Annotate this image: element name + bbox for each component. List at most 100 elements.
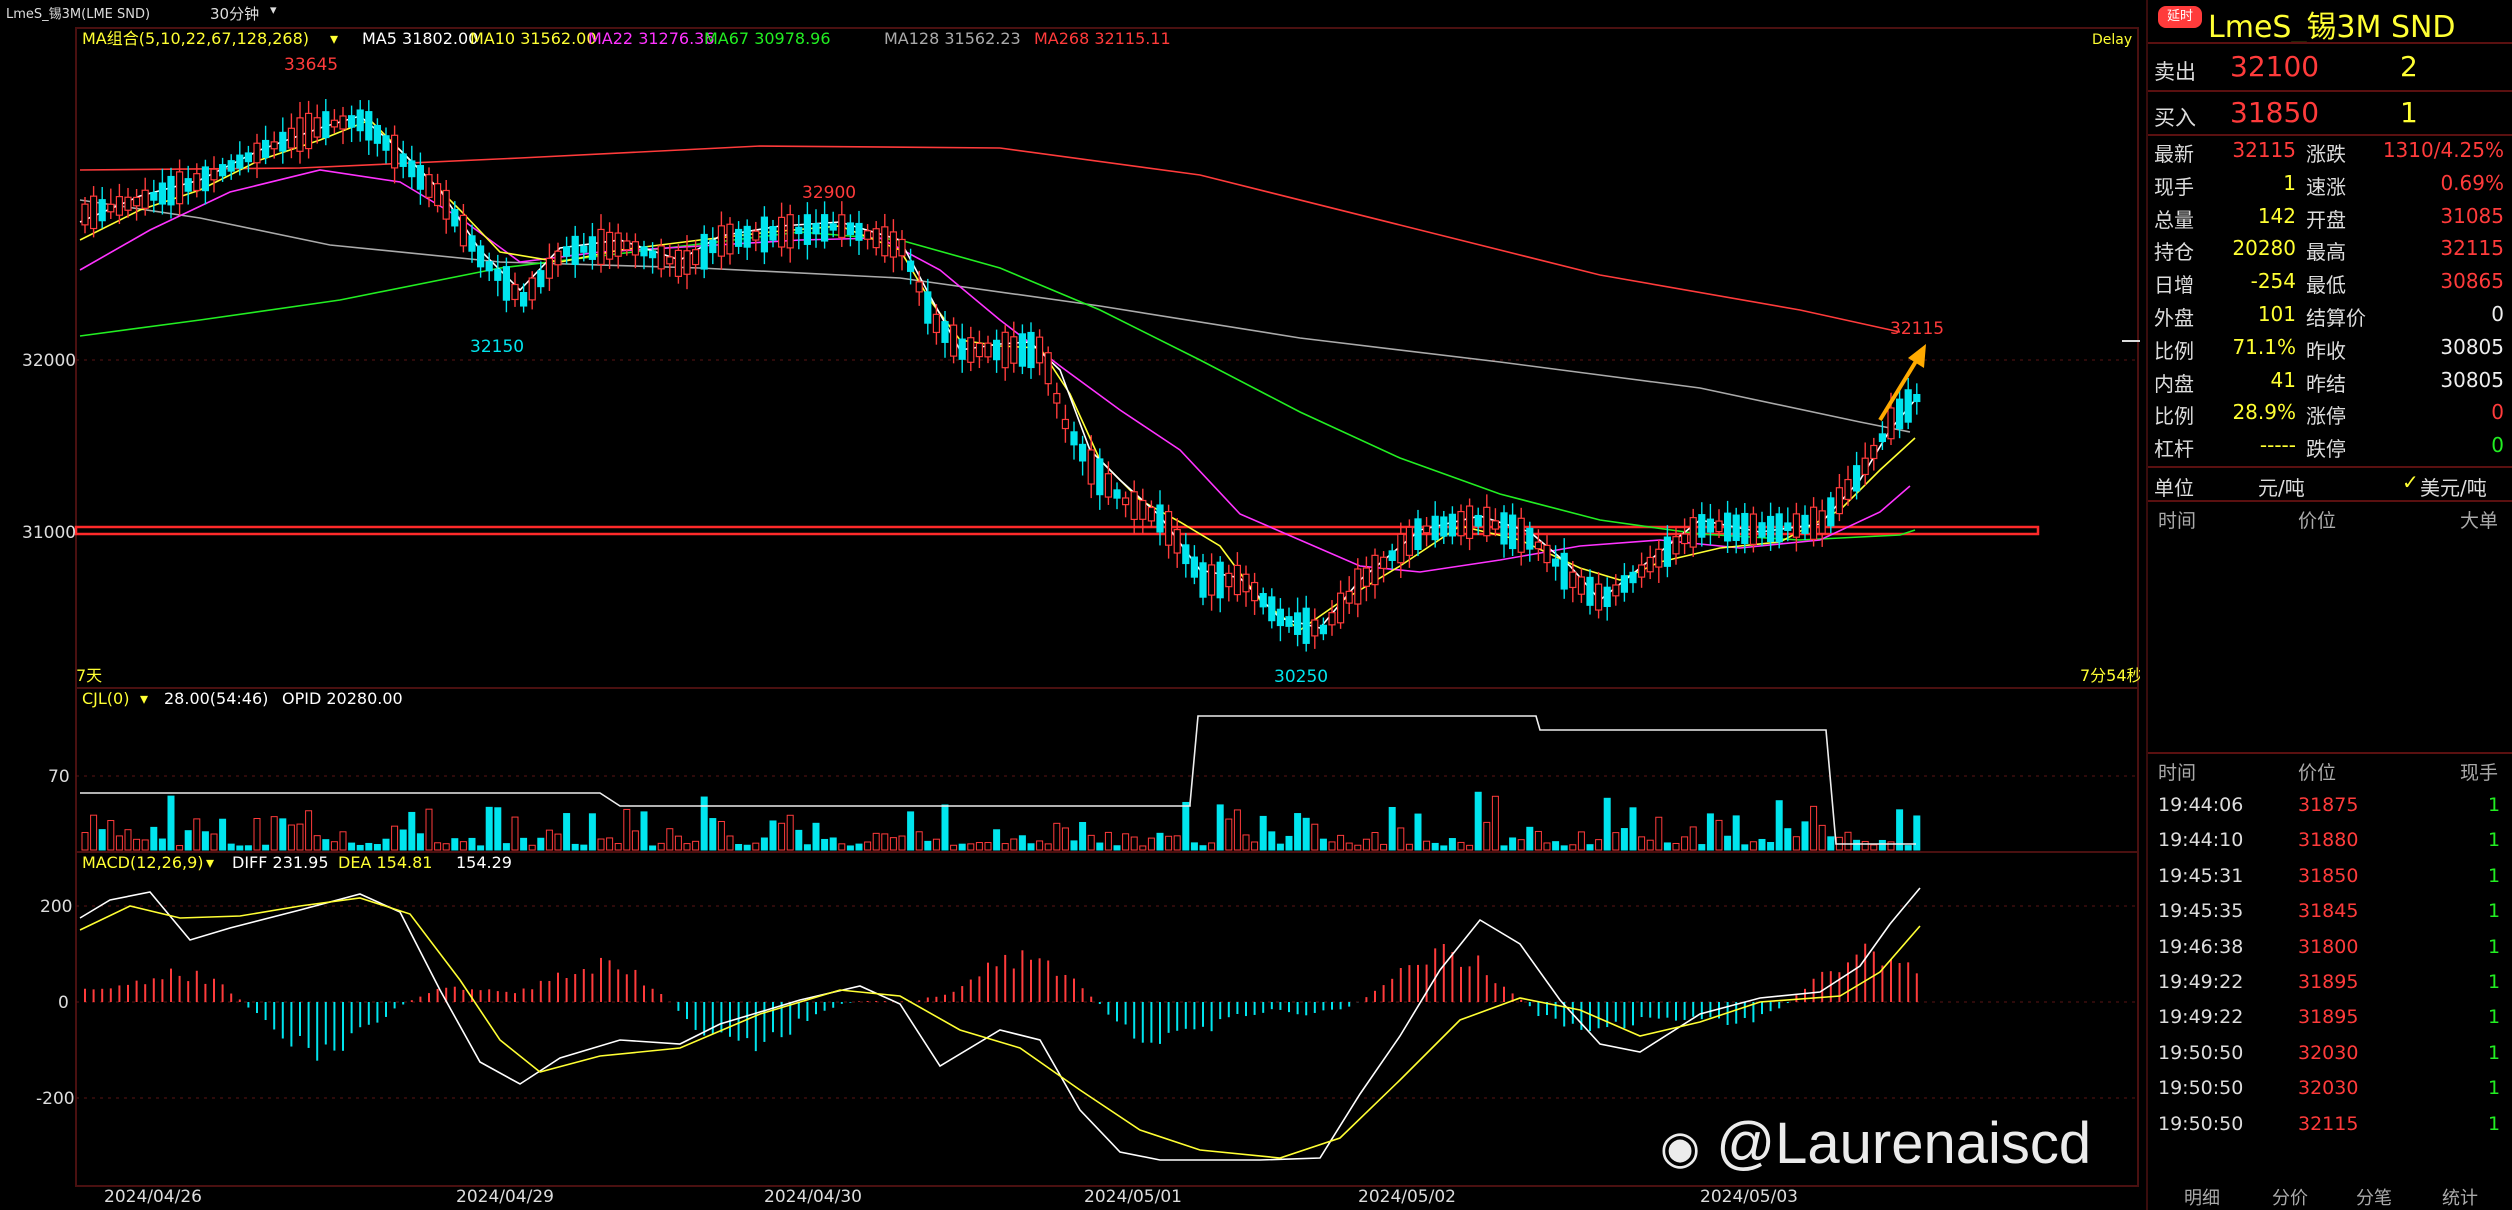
stat-label: 比例 — [2154, 338, 2194, 363]
volume-bar — [1853, 839, 1861, 851]
tick-row[interactable]: 19:50:50 32030 1 — [2148, 1036, 2512, 1071]
ma10-label: MA10 31562.00 — [470, 29, 597, 48]
tick-row[interactable]: 19:49:22 31895 1 — [2148, 965, 2512, 1000]
volume-bar — [1500, 845, 1508, 851]
volume-bar — [382, 838, 390, 851]
tab-price-distribution[interactable]: 分价 — [2272, 1188, 2308, 1209]
candle-body — [502, 266, 510, 301]
volume-bar — [279, 818, 287, 851]
candle-body — [1672, 536, 1680, 555]
volume-bar — [545, 829, 553, 851]
candle-body — [1715, 520, 1723, 533]
candle-body — [967, 337, 975, 363]
volume-bar — [287, 824, 295, 851]
candle-body — [1801, 514, 1809, 534]
candle-body — [1276, 608, 1285, 627]
tick-row[interactable]: 19:44:10 31880 1 — [2148, 823, 2512, 858]
macd-legend-name: MACD(12,26,9) — [82, 853, 204, 872]
volume-bar — [176, 845, 184, 851]
tab-detail[interactable]: 明细 — [2184, 1188, 2220, 1209]
stat-label: 速涨 — [2306, 174, 2346, 199]
volume-bar — [98, 829, 106, 851]
tick-header-price: 价位 — [2298, 762, 2337, 784]
trend-arrow-head — [1908, 344, 1926, 368]
tick-row[interactable]: 19:50:50 32030 1 — [2148, 1071, 2512, 1106]
candle-body — [795, 226, 803, 235]
candle-body — [597, 228, 605, 266]
candle-body — [279, 131, 287, 152]
tick-row[interactable]: 19:45:35 31845 1 — [2148, 894, 2512, 929]
volume-settings-icon[interactable]: ▾ — [140, 689, 148, 708]
ask-price[interactable]: 32100 — [2230, 50, 2320, 83]
candle-body — [734, 228, 743, 247]
candle-body — [1345, 590, 1353, 604]
candle-body — [365, 111, 373, 141]
stat-label: 开盘 — [2306, 207, 2346, 232]
tick-row[interactable]: 19:44:06 31875 1 — [2148, 788, 2512, 823]
stat-value: 31085 — [2440, 203, 2504, 228]
candle-body — [580, 245, 588, 253]
top-header-big: 大单 — [2460, 510, 2499, 532]
bid-price[interactable]: 31850 — [2230, 96, 2320, 129]
candle-body — [1018, 333, 1027, 367]
macd-panel-frame — [75, 851, 2139, 1187]
volume-bar — [1543, 842, 1551, 851]
volume-bar — [1053, 822, 1061, 851]
tab-trades[interactable]: 分笔 — [2356, 1188, 2392, 1209]
unit-option[interactable]: 美元/吨 — [2420, 476, 2487, 500]
candle-body — [1749, 513, 1758, 545]
candle-body — [657, 245, 665, 270]
candle-body — [554, 250, 562, 266]
ma268-line — [79, 145, 1901, 333]
candle-body — [330, 119, 338, 128]
candle-body — [1405, 526, 1414, 556]
volume-bar — [1139, 845, 1147, 851]
tick-row[interactable]: 19:50:50 32115 1 — [2148, 1107, 2512, 1142]
volume-bar — [244, 845, 252, 851]
candle-body — [519, 291, 528, 307]
volume-bar — [313, 835, 321, 851]
period-dropdown-icon[interactable]: ▾ — [270, 3, 277, 18]
tick-price: 32115 — [2298, 1112, 2359, 1135]
volume-bar — [606, 837, 614, 851]
unit-value[interactable]: 元/吨 — [2258, 476, 2305, 500]
tick-time: 19:46:38 — [2158, 935, 2244, 958]
volume-bar — [1285, 835, 1293, 851]
volume-bar — [468, 837, 476, 851]
stat-label: 跌停 — [2306, 437, 2346, 462]
volume-bar — [649, 845, 657, 851]
tab-statistics[interactable]: 统计 — [2442, 1188, 2478, 1209]
tick-row[interactable]: 19:46:38 31800 1 — [2148, 930, 2512, 965]
macd-dea-line — [79, 897, 1921, 1159]
stat-value: 41 — [2270, 367, 2296, 392]
tick-time: 19:45:31 — [2158, 864, 2244, 887]
ma-settings-icon[interactable]: ▾ — [330, 29, 338, 48]
candle-body — [906, 260, 915, 272]
candle-body — [227, 160, 235, 172]
candle-body — [666, 256, 674, 265]
volume-bar — [1732, 815, 1740, 851]
tick-time: 19:44:06 — [2158, 794, 2244, 816]
chart-area[interactable]: 32000 31000 70 200 0 -200 MA组合(5,10,22,6… — [0, 24, 2140, 1210]
period-selector[interactable]: 30分钟 — [210, 5, 260, 23]
candle-body — [1328, 612, 1336, 626]
volume-bar — [81, 832, 89, 851]
candle-body — [1551, 558, 1560, 567]
candlestick-series[interactable] — [81, 98, 1921, 652]
support-line[interactable] — [74, 525, 2040, 536]
volume-bar — [1268, 831, 1276, 851]
candle-body — [838, 214, 846, 239]
candle-body — [1784, 522, 1792, 531]
volume-bar — [434, 842, 442, 851]
volume-bar — [1896, 809, 1904, 851]
tick-row[interactable]: 19:49:22 31895 1 — [2148, 1000, 2512, 1035]
macd-settings-icon[interactable]: ▾ — [206, 853, 214, 872]
candle-body — [1336, 592, 1345, 624]
macd-legend-dea: DEA 154.81 — [338, 853, 432, 872]
candle-body — [124, 196, 132, 211]
volume-bar — [666, 828, 674, 851]
candle-body — [700, 233, 708, 270]
volume-bar — [1122, 833, 1130, 851]
tick-row[interactable]: 19:45:31 31850 1 — [2148, 859, 2512, 894]
tick-price: 31895 — [2298, 971, 2359, 993]
